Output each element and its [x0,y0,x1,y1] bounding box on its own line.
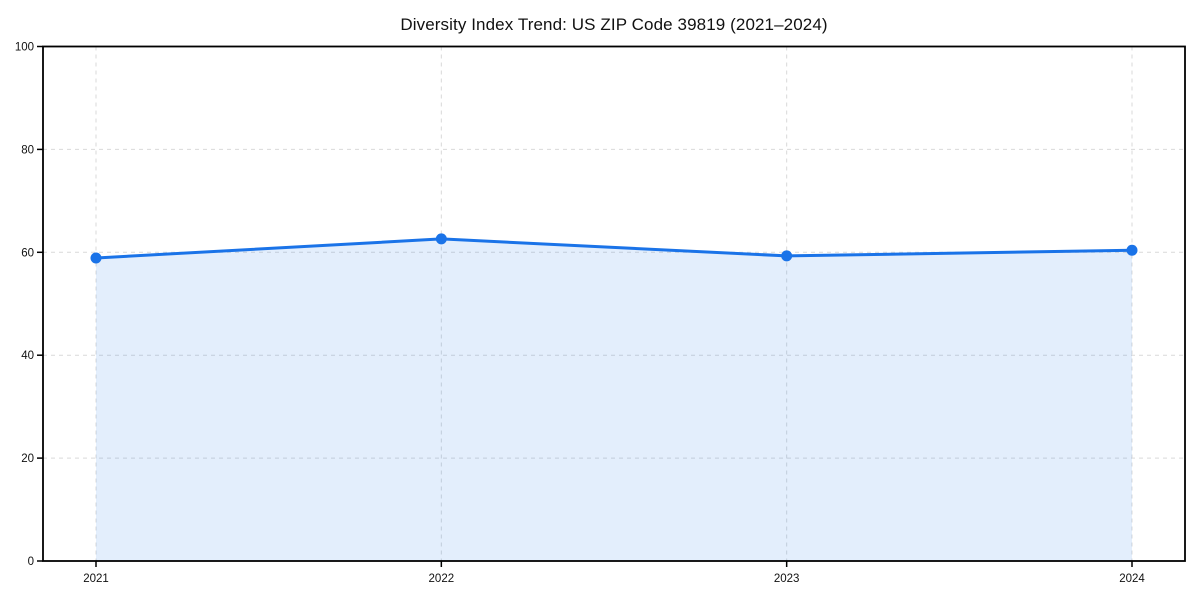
data-point-2023 [781,250,793,262]
x-tick-label: 2022 [429,573,455,585]
chart-title: Diversity Index Trend: US ZIP Code 39819… [400,15,828,34]
trend-line [94,237,1134,260]
plot-border [42,45,1186,562]
x-tick-label: 2023 [774,573,800,585]
y-tick-label: 80 [21,144,34,156]
y-tick-label: 20 [21,453,34,465]
y-tick-label: 0 [28,556,34,568]
y-tick-label: 40 [21,350,34,362]
x-tick-label: 2024 [1119,573,1145,585]
area-fill [96,238,1132,561]
data-point-2024 [1126,244,1138,256]
data-point-2021 [90,252,102,264]
y-tick-label: 100 [15,42,34,54]
y-tick-label: 60 [21,247,34,259]
data-point-2022 [435,233,447,245]
x-tick-label: 2021 [83,573,109,585]
